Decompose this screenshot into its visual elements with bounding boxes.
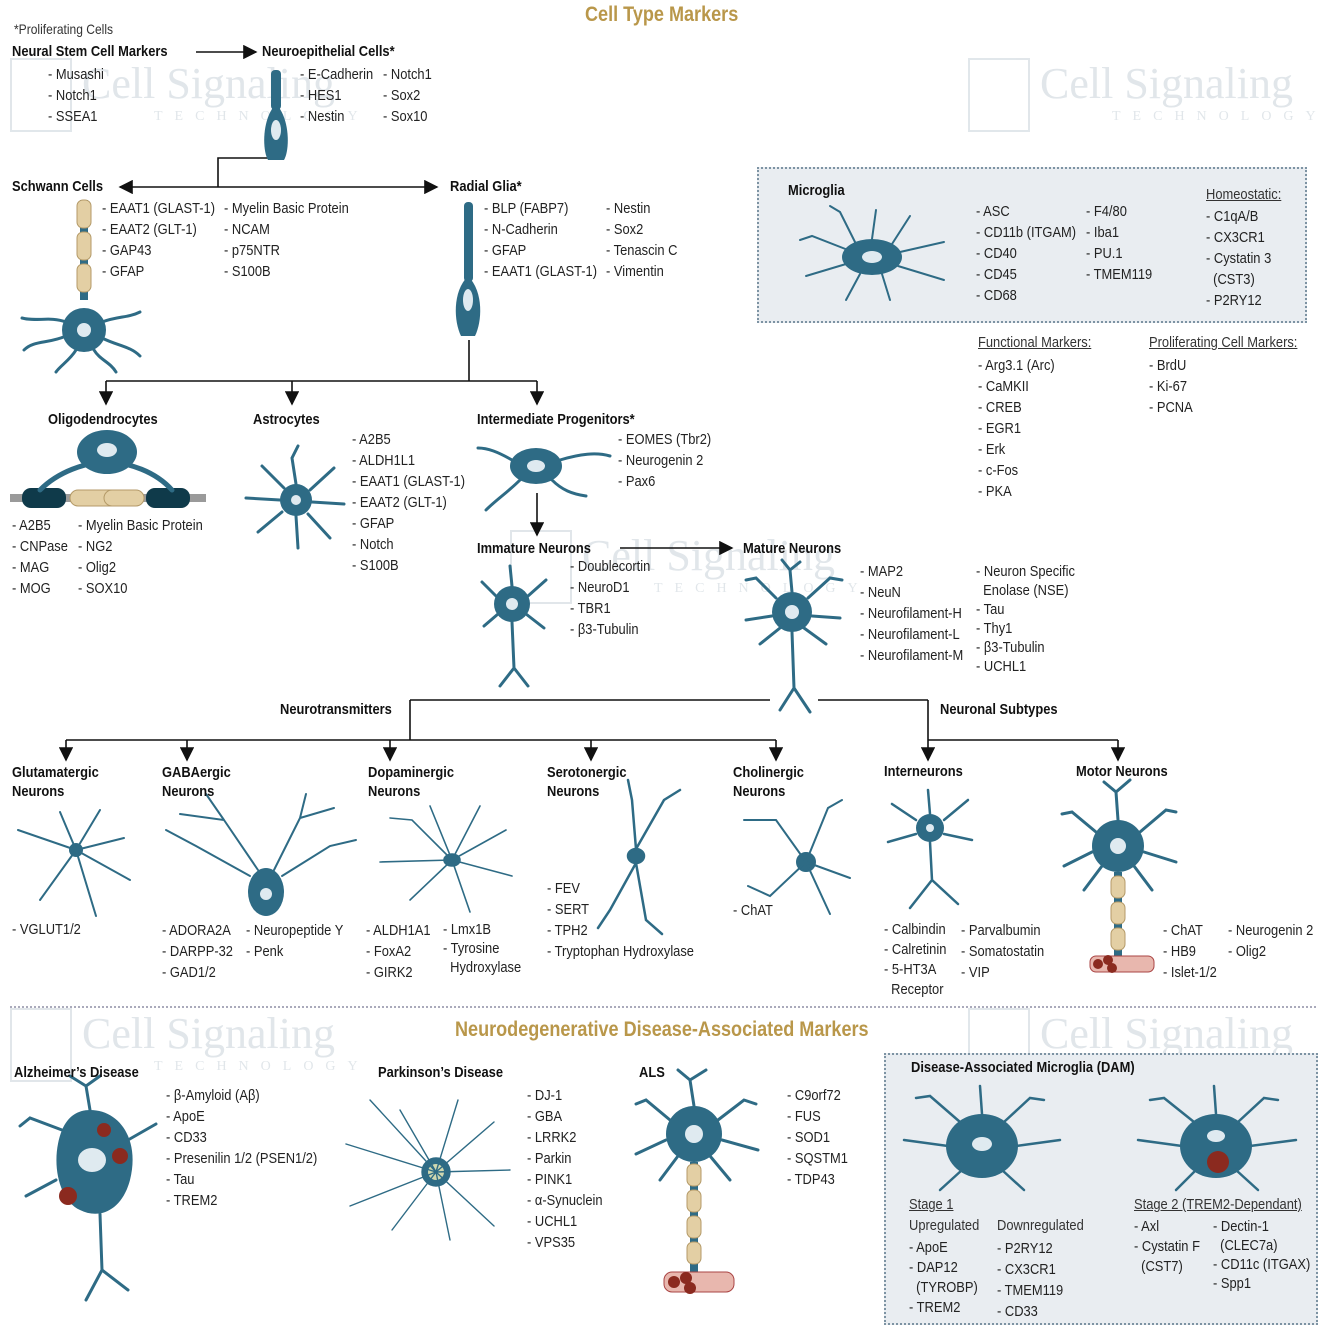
als-markers: - C9orf72- FUS - SOD1- SQSTM1- TDP43 [787,1087,848,1188]
radial-glia-markers-1: - BLP (FABP7) - N-Cadherin - GFAP - EAAT1 (… [484,200,598,280]
alzheimers-markers: - β-Amyloid (Aβ) - ApoE - CD33- Presenilin… [166,1087,318,1209]
dam-stage2-microglia-icon [1136,1084,1298,1192]
dam-downregulated-markers: - P2RY12- CX3CR1- TMEM119- CD33 [997,1240,1064,1320]
immature-markers: - Doublecortin - NeuroD1- TBR1- β3-Tubuli… [570,558,651,638]
intermediate-title: Intermediate Progenitors* [477,411,635,428]
dam-upregulated-markers: - ApoE - DAP12 (TYROBP) - TREM2 [909,1239,978,1316]
microglia-title: Microglia [788,182,845,199]
neuronal-subtypes-label: Neuronal Subtypes [940,701,1058,718]
gabaergic-title: GABAergic Neurons [162,764,231,800]
gabaergic-neuron-icon [165,793,357,916]
motor-neuron-icon [1060,778,1178,973]
glutamatergic-markers: - VGLUT1/2 [12,921,81,938]
interneuron-icon [886,788,974,910]
neuroepithelial-title: Neuroepithelial Cells* [262,43,395,60]
dopaminergic-markers-1: - ALDH1A1- FoxA2- GIRK2 [366,922,431,981]
dam-stage2-markers-1: - Axl - Cystatin F (CST7) [1134,1218,1200,1275]
glutamatergic-neuron-icon [17,809,131,917]
functional-title: Functional Markers: [978,334,1092,351]
homeostatic-title: Homeostatic: [1206,186,1282,203]
functional-markers: - Arg3.1 (Arc) - CaMKII - CREB - EGR1- Erk -… [978,357,1055,500]
astrocyte-icon [244,444,346,550]
cholinergic-neuron-icon [743,799,851,915]
schwann-title: Schwann Cells [12,178,104,195]
parkinsons-title: Parkinson’s Disease [378,1064,504,1081]
proliferating-markers: - BrdU - Ki-67- PCNA [1149,357,1193,416]
serotonergic-title: Serotonergic Neurons [547,764,627,800]
mature-markers-2: - Neuron Specific Enolase (NSE) - Tau - Th… [976,563,1075,675]
oligodendrocytes-markers-1: - A2B5- CNPase - MAG - MOG [12,517,68,597]
microglia-markers-1: - ASC - CD11b (ITGAM) - CD40- CD45- CD68 [976,203,1077,304]
dopaminergic-markers-2: - Lmx1B - Tyrosine Hydroxylase [443,921,522,976]
glutamatergic-title: Glutamatergic Neurons [12,764,99,800]
interneurons-markers-1: - Calbindin - Calretinin - 5-HT3A Receptor [884,921,947,998]
page-title: Cell Type Markers [585,3,739,26]
alzheimers-neuron-icon [18,1074,158,1302]
astrocytes-title: Astrocytes [253,411,320,428]
neurotransmitters-label: Neurotransmitters [280,701,392,718]
immature-neuron-icon [480,564,548,688]
dam-stage1-label: Stage 1 [909,1196,954,1213]
dopaminergic-neuron-icon [379,805,513,913]
serotonergic-markers: - FEV - SERT - TPH2- Tryptophan Hydroxylas… [547,880,694,960]
mature-markers-1: - MAP2- NeuN - Neurofilament-H - Neurofila… [860,563,964,664]
homeostatic-markers: - C1qA/B - CX3CR1- Cystatin 3 (CST3) - P2R… [1206,208,1272,309]
parkinsons-markers: - DJ-1- GBA - LRRK2- Parkin - PINK1- α-Syn… [527,1087,603,1251]
astrocytes-markers: - A2B5- ALDH1L1- EAAT1 (GLAST-1) - EAAT2 … [352,431,466,574]
dam-box [884,1053,1318,1325]
intermediate-markers: - EOMES (Tbr2) - Neurogenin 2- Pax6 [618,431,712,490]
schwann-cell-icon [20,199,142,374]
disease-title: Neurodegenerative Disease-Associated Mar… [455,1018,869,1041]
schwann-markers-1: - EAAT1 (GLAST-1) - EAAT2 (GLT-1) - GAP43-… [102,200,216,280]
proliferating-title: Proliferating Cell Markers: [1149,334,1298,351]
section-divider [10,1006,1316,1008]
dam-stage2-label: Stage 2 (TREM2-Dependant) [1134,1196,1302,1213]
als-title: ALS [639,1064,665,1081]
interneurons-title: Interneurons [884,763,963,780]
dopaminergic-title: Dopaminergic Neurons [368,764,455,800]
radial-glia-icon [455,202,481,336]
dam-stage2-markers-2: - Dectin-1 (CLEC7a) - CD11c (ITGAX) - Spp1 [1213,1218,1311,1292]
microglia-icon [799,205,945,301]
neuroepithelial-cell-icon [264,70,288,160]
gabaergic-markers-1: - ADORA2A - DARPP-32- GAD1/2 [162,922,233,981]
mature-title: Mature Neurons [743,540,842,557]
neuroepithelial-markers-1: - E-Cadherin - HES1- Nestin [300,66,374,125]
radial-glia-markers-2: - Nestin - Sox2- Tenascin C- Vimentin [606,200,678,280]
interneurons-markers-2: - Parvalbumin - Somatostatin - VIP [961,922,1045,981]
neuroepithelial-markers-2: - Notch1- Sox2- Sox10 [383,66,432,125]
motor-markers-1: - ChAT - HB9- Islet-1/2 [1163,922,1217,981]
dam-upregulated-title: Upregulated [909,1217,980,1234]
neural-stem-title: Neural Stem Cell Markers [12,43,168,60]
dam-stage1-microglia-icon [902,1084,1062,1192]
radial-glia-title: Radial Glia* [450,178,522,195]
gabaergic-markers-2: - Neuropeptide Y- Penk [246,922,344,960]
intermediate-progenitor-icon [476,446,612,512]
mature-neuron-icon [744,558,844,714]
dam-downregulated-title: Downregulated [997,1217,1084,1234]
oligodendrocytes-title: Oligodendrocytes [48,411,158,428]
proliferating-note: *Proliferating Cells [14,21,114,37]
motor-markers-2: - Neurogenin 2- Olig2 [1228,922,1314,960]
alzheimers-title: Alzheimer’s Disease [14,1064,139,1081]
parkinsons-neuron-icon [345,1099,511,1241]
dam-title: Disease-Associated Microglia (DAM) [911,1059,1135,1076]
cholinergic-title: Cholinergic Neurons [733,764,804,800]
oligodendrocytes-markers-2: - Myelin Basic Protein - NG2- Olig2- SOX1… [78,517,203,597]
cholinergic-markers: - ChAT [733,902,773,919]
schwann-markers-2: - Myelin Basic Protein - NCAM - p75NTR - S1… [224,200,349,280]
microglia-markers-2: - F4/80- Iba1- PU.1- TMEM119 [1086,203,1153,283]
oligodendrocyte-icon [10,430,206,508]
als-neuron-icon [634,1068,760,1294]
neural-stem-markers: - Musashi - Notch1- SSEA1 [48,66,104,125]
motor-title: Motor Neurons [1076,763,1168,780]
immature-title: Immature Neurons [477,540,591,557]
serotonergic-neuron-icon [596,778,682,936]
